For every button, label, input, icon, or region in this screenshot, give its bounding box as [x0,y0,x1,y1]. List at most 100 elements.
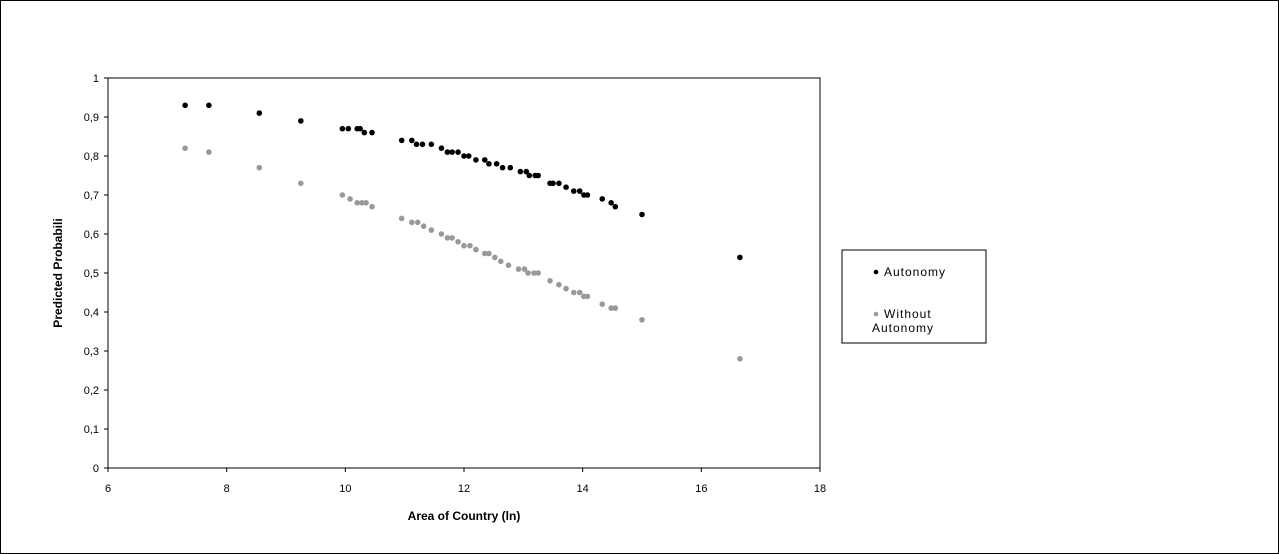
data-point [398,137,405,144]
data-point [455,149,461,155]
y-tick-label: 1 [93,73,99,85]
data-point [486,161,492,167]
data-point [563,285,569,292]
data-point [428,141,435,148]
data-point [525,270,531,276]
data-point [737,254,743,261]
data-point [473,157,479,163]
y-tick-label: 0,5 [84,268,99,280]
data-point [576,289,583,296]
data-point [737,356,743,362]
data-point [354,200,361,206]
data-point [556,281,562,288]
x-tick-label: 16 [695,483,707,495]
data-point [563,184,569,190]
data-point [599,196,606,202]
data-point [521,266,528,272]
data-point [505,262,512,269]
series-0 [182,102,743,261]
data-point [413,141,420,148]
data-point [361,129,368,136]
y-axis-title: Predicted Probabili [51,218,65,327]
data-point [584,293,591,300]
data-point [639,211,645,218]
data-point [556,180,562,187]
data-points [182,102,743,362]
data-point [256,110,263,116]
data-point [486,250,492,257]
y-tick-label: 0,7 [84,190,99,202]
data-point [481,250,488,257]
data-point [369,203,375,210]
y-tick-label: 0,9 [84,112,99,124]
data-point [408,137,415,144]
data-point [357,125,363,132]
data-point [455,239,461,245]
data-point [515,266,522,272]
data-point [497,258,504,265]
data-point [438,145,445,151]
data-point [608,200,614,206]
data-point [467,242,473,249]
data-point [298,180,304,187]
data-point [182,102,188,109]
series-1 [182,145,743,362]
data-point [570,188,577,194]
y-axis: 0 0,1 0,2 0,3 0,4 0,5 0,6 0,7 0,8 0,9 1 [84,73,108,475]
y-tick-label: 0,2 [84,385,99,397]
data-point [398,215,405,222]
data-point [535,172,541,179]
data-point [507,164,514,171]
x-tick-label: 6 [105,483,111,495]
data-point [550,180,556,187]
y-tick-label: 0,1 [84,424,99,436]
y-tick-label: 0 [93,463,99,475]
data-point [576,188,583,194]
x-tick-label: 18 [814,483,826,495]
data-point [523,168,530,175]
x-tick-label: 14 [577,483,589,495]
data-point [414,219,421,226]
legend: Autonomy Without Autonomy [841,249,987,344]
data-point [339,125,346,132]
data-point [526,172,533,179]
y-tick-label: 0,3 [84,346,99,358]
data-point [449,149,455,155]
legend-marker-autonomy [873,269,879,275]
data-point [339,192,346,198]
data-point [584,192,591,198]
data-point [535,270,541,276]
data-point [492,254,498,261]
y-tick-label: 0,4 [84,307,99,319]
data-point [461,242,467,249]
data-point [612,305,619,311]
data-point [612,203,619,210]
data-point [639,317,645,323]
y-tick-label: 0,6 [84,229,99,241]
data-point [345,125,352,132]
data-point [256,164,263,171]
legend-box [841,249,987,344]
data-point [465,153,472,159]
x-tick-label: 10 [339,483,351,495]
data-point [599,301,606,308]
data-point [547,278,553,284]
data-point [438,231,445,237]
data-point [531,270,537,276]
legend-label-autonomy: Autonomy [884,265,946,279]
data-point [369,129,375,136]
data-point [481,157,488,163]
data-point [444,235,451,241]
x-axis: 6 8 10 12 14 16 18 [105,468,826,495]
data-point [428,227,435,233]
data-point [493,161,500,167]
data-point [570,289,577,296]
data-point [608,305,614,311]
data-point [461,153,467,159]
data-point [499,164,506,171]
legend-marker-without-autonomy [873,311,879,317]
x-axis-title: Area of Country (ln) [408,509,521,523]
y-tick-label: 0,8 [84,151,99,163]
legend-label-without-autonomy: Without Autonomy [872,307,934,335]
